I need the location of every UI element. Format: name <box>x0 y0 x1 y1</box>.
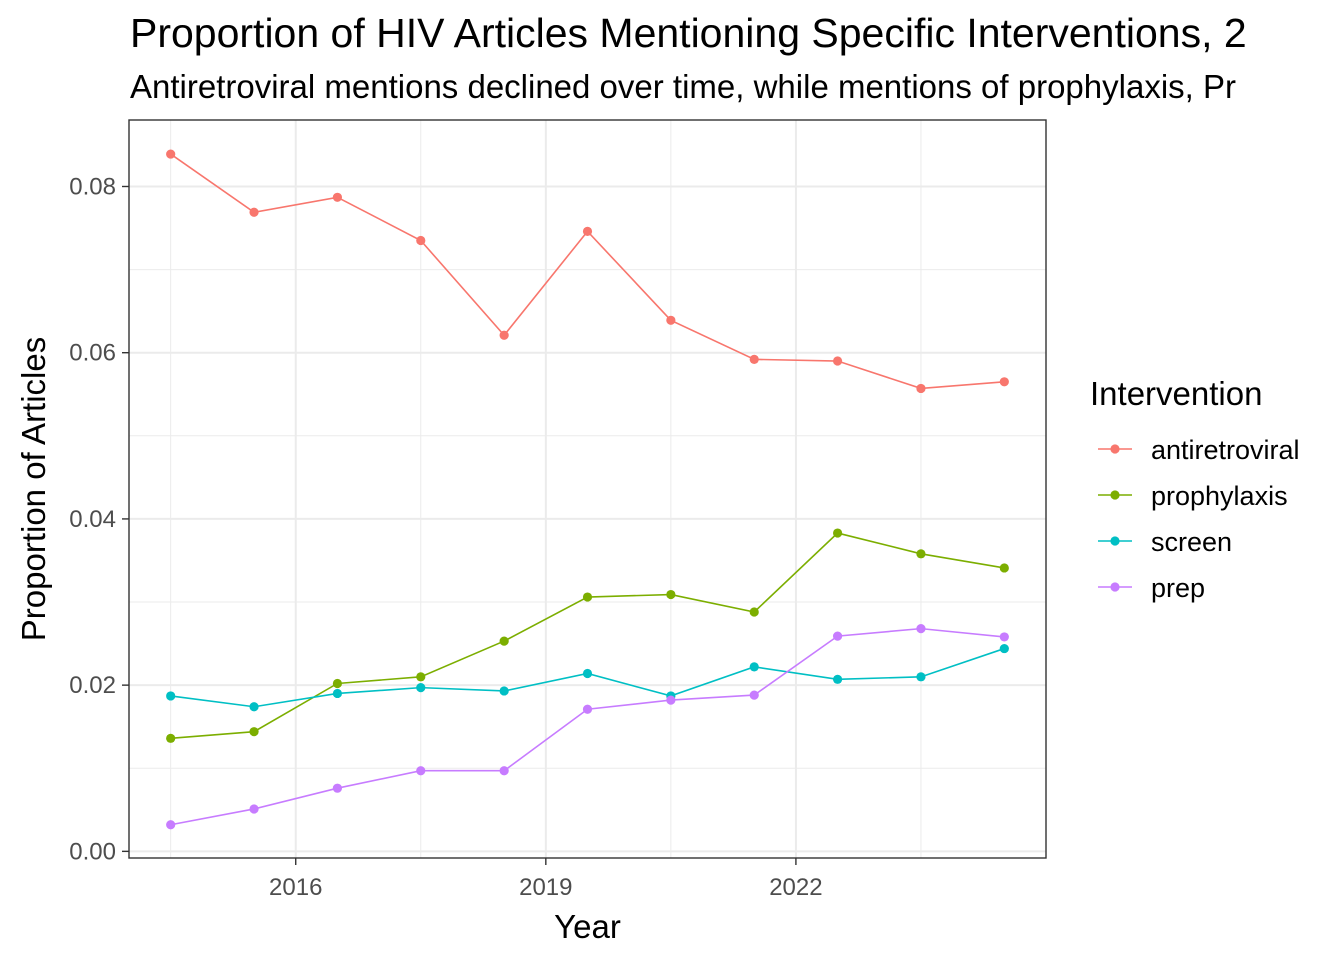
legend-item-screen: screen <box>1098 527 1232 557</box>
series-prep <box>166 624 1009 830</box>
data-point-prep <box>332 783 343 793</box>
data-point-screen <box>999 643 1009 654</box>
data-point-prep <box>666 695 676 705</box>
data-point-antiretroviral <box>666 315 676 325</box>
data-point-prophylaxis <box>666 589 676 600</box>
y-tick-label: 0.08 <box>69 173 116 200</box>
data-point-prophylaxis <box>166 733 176 743</box>
legend-item-prep: prep <box>1098 573 1205 603</box>
data-point-prophylaxis <box>416 672 426 682</box>
legend-items: antiretroviral prophylaxis screen prep <box>1098 435 1300 603</box>
legend-item-antiretroviral: antiretroviral <box>1098 435 1300 465</box>
y-axis-tick-labels: 0.00 0.02 0.04 0.06 0.08 <box>69 173 116 865</box>
data-point-screen <box>249 702 259 712</box>
data-point-prophylaxis <box>999 563 1009 573</box>
data-point-antiretroviral <box>249 207 259 217</box>
data-point-screen <box>832 674 843 684</box>
x-tick-label: 2022 <box>769 874 822 901</box>
legend-label: prophylaxis <box>1151 481 1288 511</box>
y-tick-label: 0.06 <box>69 340 116 367</box>
data-point-screen <box>416 683 426 693</box>
y-tick-label: 0.02 <box>69 672 116 699</box>
data-point-screen <box>499 686 509 696</box>
legend-label: antiretroviral <box>1151 435 1300 465</box>
legend-item-prophylaxis: prophylaxis <box>1098 481 1288 511</box>
data-point-antiretroviral <box>749 354 759 364</box>
data-point-antiretroviral <box>999 377 1009 387</box>
x-tick-label: 2016 <box>269 874 322 901</box>
data-point-prep <box>999 632 1009 642</box>
data-point-screen <box>166 691 176 701</box>
y-tick-label: 0.00 <box>69 838 116 865</box>
data-point-prophylaxis <box>749 607 759 617</box>
plot-panel <box>129 120 1046 858</box>
data-point-screen <box>749 662 759 672</box>
x-axis-title: Year <box>554 908 621 945</box>
legend: Intervention antiretroviral prophylaxis sc… <box>1090 375 1300 603</box>
legend-key-point <box>1110 444 1120 454</box>
series-antiretroviral <box>166 149 1009 394</box>
data-point-screen <box>332 688 343 699</box>
series-layer <box>166 149 1009 830</box>
chart-subtitle: Antiretroviral mentions declined over ti… <box>130 68 1236 105</box>
legend-label: screen <box>1151 527 1232 557</box>
y-tick-label: 0.04 <box>69 506 116 533</box>
data-point-prophylaxis <box>499 636 509 646</box>
data-point-prep <box>749 690 759 700</box>
chart-title: Proportion of HIV Articles Mentioning Sp… <box>130 10 1247 56</box>
data-point-prophylaxis <box>832 528 843 538</box>
x-axis-tick-labels: 2016 2019 2022 <box>269 874 823 901</box>
legend-key-point <box>1110 490 1120 500</box>
legend-key-point <box>1110 536 1120 546</box>
x-tick-label: 2019 <box>519 874 572 901</box>
data-point-antiretroviral <box>832 356 843 366</box>
data-point-antiretroviral <box>582 226 593 236</box>
data-point-prep <box>832 631 843 641</box>
y-axis-title: Proportion of Articles <box>15 337 52 641</box>
data-point-antiretroviral <box>416 235 426 246</box>
axis-ticks <box>122 185 797 865</box>
series-screen <box>166 643 1009 712</box>
data-point-prep <box>582 704 593 714</box>
data-point-antiretroviral <box>499 330 509 340</box>
data-point-antiretroviral <box>166 149 176 159</box>
legend-title: Intervention <box>1090 375 1262 412</box>
data-point-antiretroviral <box>332 192 343 202</box>
data-point-prophylaxis <box>582 592 593 602</box>
data-point-antiretroviral <box>916 383 926 394</box>
data-point-prophylaxis <box>332 678 343 689</box>
major-gridlines <box>129 120 1046 858</box>
data-point-prep <box>249 804 259 814</box>
legend-key-point <box>1110 582 1120 592</box>
data-point-screen <box>916 672 926 682</box>
data-point-prep <box>416 766 426 776</box>
plot-border <box>128 119 1047 859</box>
data-point-prophylaxis <box>249 727 259 737</box>
data-point-prophylaxis <box>916 549 926 559</box>
data-point-prep <box>916 624 926 634</box>
data-point-screen <box>582 668 593 679</box>
data-point-prep <box>499 766 509 776</box>
data-point-prep <box>166 820 176 830</box>
series-prophylaxis <box>166 528 1009 743</box>
legend-label: prep <box>1151 573 1205 603</box>
